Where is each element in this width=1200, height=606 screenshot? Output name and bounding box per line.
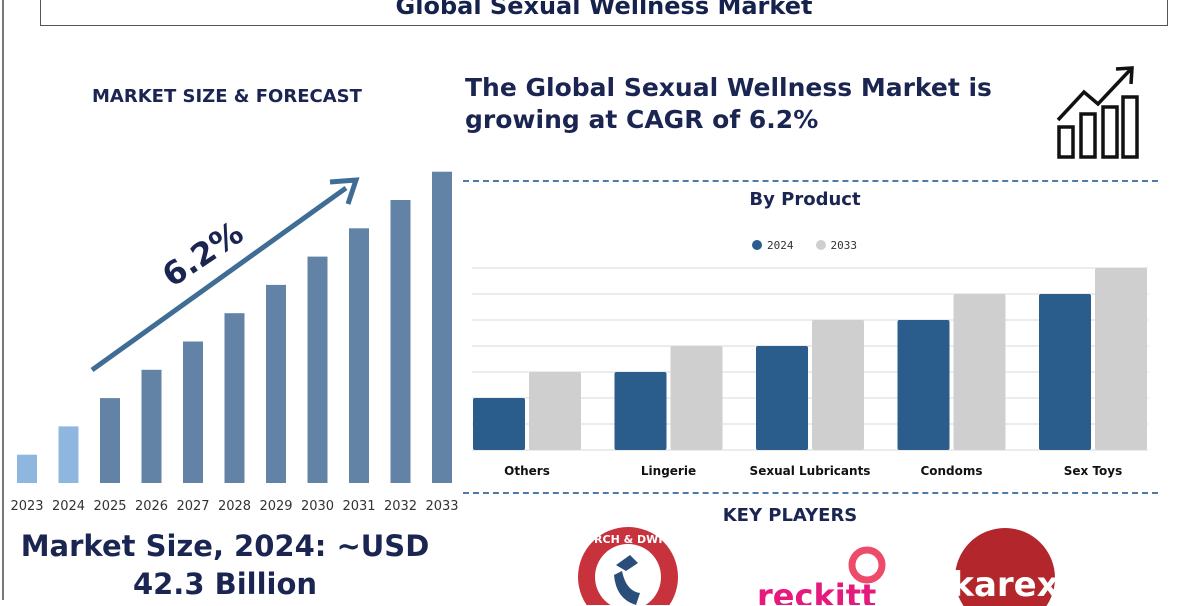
karex-logo: karex xyxy=(951,528,1059,606)
bar-others-2033 xyxy=(529,372,581,450)
forecast-bar-chart: 2023 2024 2025 2026 2027 2028 2029 2030 2031 2032… xyxy=(10,171,459,514)
legend-label: 2024 xyxy=(767,239,794,252)
bar-2028 xyxy=(224,313,245,483)
legend-item-2033: 2033 xyxy=(815,239,858,252)
bar-sexual-lubricants-2024 xyxy=(756,346,808,450)
page-title: Global Sexual Wellness Market xyxy=(40,0,1168,26)
year-label: 2024 xyxy=(52,499,85,514)
left-heading: MARKET SIZE & FORECAST xyxy=(92,86,362,107)
year-label: 2025 xyxy=(93,499,126,514)
bar-2032 xyxy=(390,200,411,483)
bar-sexual-lubricants-2033 xyxy=(812,320,864,450)
bar-lingerie-2024 xyxy=(614,372,667,450)
legend-item-2024: 2024 xyxy=(752,239,794,252)
year-label: 2026 xyxy=(135,499,168,514)
year-label: 2023 xyxy=(10,499,43,514)
year-label: 2027 xyxy=(176,499,209,514)
bar-2024 xyxy=(58,426,79,483)
bar-lingerie-2033 xyxy=(670,346,723,450)
bar-2027 xyxy=(183,341,203,483)
divider xyxy=(463,492,1158,494)
divider xyxy=(463,180,1158,182)
svg-text:reckitt: reckitt xyxy=(757,577,876,605)
growth-chart-icon xyxy=(1056,66,1139,159)
market-size-line1: Market Size, 2024: ~USD xyxy=(20,529,430,563)
year-label: 2032 xyxy=(384,499,417,514)
page-border xyxy=(2,0,4,600)
bar-sex-toys-2024 xyxy=(1039,294,1091,450)
year-label: 2028 xyxy=(218,499,251,514)
year-label: 2033 xyxy=(425,499,458,514)
bar-2030 xyxy=(307,256,328,483)
year-label: 2030 xyxy=(301,499,334,514)
trend-arrow xyxy=(90,185,348,373)
trend-arrow-head-icon xyxy=(329,177,360,205)
bar-2031 xyxy=(349,228,369,483)
legend-swatch xyxy=(815,240,826,250)
bar-condoms-2024 xyxy=(897,320,950,450)
year-label: 2031 xyxy=(342,499,375,514)
bar-others-2024 xyxy=(473,398,525,450)
category-label: Sex Toys xyxy=(1064,464,1123,478)
legend-label: 2033 xyxy=(830,239,858,252)
category-label: Others xyxy=(504,464,550,478)
church-dwight-logo: CHURCH & DWIGHT xyxy=(570,527,689,605)
bar-2023 xyxy=(17,454,37,483)
product-bar-chart: Others Lingerie Sexual Lubricants Condoms Se… xyxy=(472,267,1148,478)
svg-text:CHURCH & DWIGHT: CHURCH & DWIGHT xyxy=(570,533,689,546)
bar-2025 xyxy=(100,398,120,483)
headline: The Global Sexual Wellness Market is gro… xyxy=(465,73,992,134)
bar-2026 xyxy=(141,369,162,483)
category-label: Condoms xyxy=(920,464,982,478)
category-label: Sexual Lubricants xyxy=(750,464,871,478)
market-size-line2: 42.3 Billion xyxy=(132,567,318,601)
chart-title: By Product xyxy=(749,189,861,210)
market-size-text: Market Size, 2024: ~USD 42.3 Billion xyxy=(10,527,440,603)
category-label: Lingerie xyxy=(641,464,696,478)
reckitt-logo: reckitt xyxy=(757,546,886,605)
bar-sex-toys-2033 xyxy=(1095,268,1147,450)
legend-swatch xyxy=(752,240,762,250)
bar-2029 xyxy=(266,284,286,483)
bar-2033 xyxy=(432,171,452,483)
key-players-heading: KEY PLAYERS xyxy=(722,505,858,526)
svg-text:karex: karex xyxy=(951,565,1058,605)
cagr-annotation: 6.2% xyxy=(155,214,250,295)
bar-condoms-2033 xyxy=(953,294,1006,450)
chart-legend: 2024 2033 xyxy=(752,239,857,252)
year-label: 2029 xyxy=(259,499,292,514)
